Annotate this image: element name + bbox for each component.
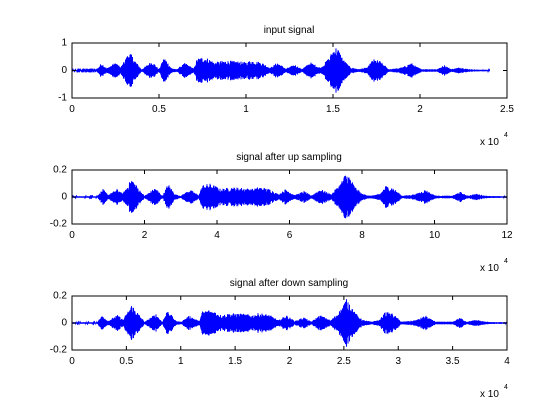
x-tick-label: 10	[429, 230, 441, 241]
x-tick-label: 0.5	[152, 104, 166, 115]
x-tick-label: 1.5	[326, 104, 340, 115]
y-axis-ticks: -0.2 0 0.2	[50, 165, 507, 230]
x-tick-label: 0	[69, 230, 75, 241]
y-tick-label: -0.2	[50, 345, 68, 356]
y-axis-ticks: -1 0 1	[58, 38, 507, 104]
x-tick-label: 2	[417, 104, 423, 115]
subplot-up-sampling: signal after up sampling 0 2 4 6 8 10 12 -0.20…	[50, 152, 513, 274]
x-tick-label: 1	[243, 104, 249, 115]
waveform-series	[71, 299, 508, 347]
subplot-input-signal: input signal 0 0.5 1 1.5 2 2.5 -101 x 10 4	[58, 25, 514, 148]
y-tick-label: -1	[58, 93, 67, 104]
x-tick-label: 1	[178, 356, 184, 367]
y-axis-ticks: -0.2 0 0.2	[50, 291, 507, 356]
waveform-series	[71, 175, 508, 219]
y-tick-label: 0	[61, 65, 67, 76]
x-axis-ticks: 0 0.5 1 1.5 2 2.5	[69, 43, 514, 115]
x-exponent-label: x 10	[480, 263, 499, 274]
y-tick-label: 0.2	[53, 165, 67, 176]
y-tick-label: -0.2	[50, 219, 68, 230]
x-tick-label: 2	[287, 356, 293, 367]
x-exponent-power: 4	[504, 384, 508, 391]
x-exponent-label: x 10	[480, 137, 499, 148]
x-tick-label: 12	[501, 230, 513, 241]
x-tick-label: 4	[214, 230, 220, 241]
x-tick-label: 8	[359, 230, 365, 241]
x-tick-label: 0	[69, 104, 75, 115]
x-tick-label: 2	[142, 230, 148, 241]
signal-trace	[71, 299, 508, 347]
x-tick-label: 2.5	[337, 356, 351, 367]
x-tick-label: 6	[287, 230, 293, 241]
x-tick-label: 3	[395, 356, 401, 367]
x-tick-label: 0	[69, 356, 75, 367]
subplot-title: signal after up sampling	[236, 152, 342, 163]
y-tick-label: 1	[61, 38, 67, 49]
waveform-series	[71, 48, 490, 93]
x-tick-label: 2.5	[500, 104, 514, 115]
x-axis-ticks: 0 2 4 6 8 10 12	[69, 170, 513, 241]
x-tick-label: 1.5	[228, 356, 242, 367]
x-exponent-power: 4	[504, 258, 508, 265]
signal-trace	[71, 48, 490, 93]
subplot-title: signal after down sampling	[230, 278, 348, 289]
signal-trace	[71, 175, 508, 219]
x-exponent-label: x 10	[480, 389, 499, 400]
subplot-title: input signal	[264, 25, 315, 36]
y-tick-label: 0	[61, 318, 67, 329]
x-tick-label: 0.5	[119, 356, 133, 367]
x-axis-ticks: 0 0.5 1 1.5 2 2.5 3 3.5 4	[69, 296, 510, 367]
y-tick-label: 0.2	[53, 291, 67, 302]
x-tick-label: 3.5	[446, 356, 460, 367]
y-tick-label: 0	[61, 192, 67, 203]
x-tick-label: 4	[504, 356, 510, 367]
x-exponent-power: 4	[504, 132, 508, 139]
subplot-down-sampling: signal after down sampling 0 0.5 1 1.5 2 2.5 3…	[50, 278, 510, 400]
